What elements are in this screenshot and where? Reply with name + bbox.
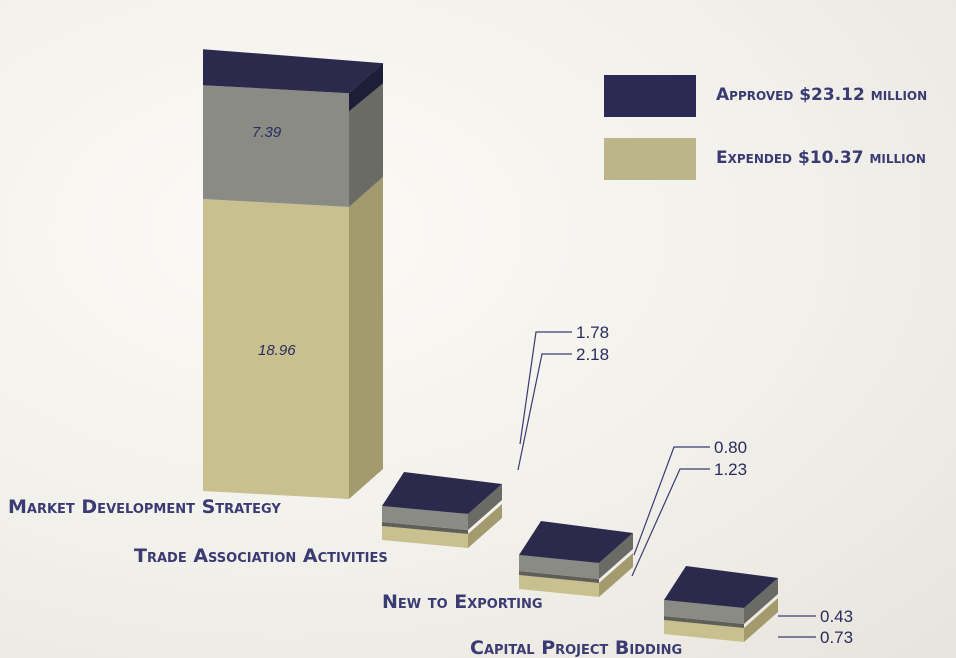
bar-band-trade-association-activities <box>382 522 468 534</box>
bar-expended-side-new-to-exporting <box>599 553 633 597</box>
bar-expended-front-capital-project-bidding <box>664 620 744 642</box>
bar-top-new-to-exporting <box>519 521 633 563</box>
bar-top-side-market-development-strategy <box>349 63 383 112</box>
bar-expended-front-market-development-strategy <box>203 199 349 500</box>
leader-line-expended-new-to-exporting <box>633 446 710 556</box>
bar-expended-front-new-to-exporting <box>519 575 599 597</box>
value-label-approved-capital-project-bidding: 0.73 <box>820 628 853 647</box>
legend-label-approved: Approved $23.12 million <box>716 85 928 105</box>
category-label-market-development-strategy: Market Development Strategy <box>8 496 281 518</box>
bar-top-market-development-strategy <box>203 49 383 94</box>
bar-expended-front-trade-association-activities <box>382 526 468 548</box>
bar-band-new-to-exporting <box>519 571 599 583</box>
value-label-approved-new-to-exporting: 1.23 <box>714 460 747 479</box>
legend-swatch-approved <box>604 75 696 117</box>
value-label-expended-market-development-strategy: 7.39 <box>252 124 282 141</box>
bar-approved-side-new-to-exporting <box>599 533 633 579</box>
bar-approved-front-market-development-strategy <box>203 85 349 208</box>
leader-line-approved-trade-association-activities <box>517 353 572 471</box>
leader-line-expended-trade-association-activities <box>519 331 572 445</box>
value-label-approved-trade-association-activities: 2.18 <box>576 345 609 364</box>
value-label-expended-trade-association-activities: 1.78 <box>576 323 609 342</box>
bar-expended-side-trade-association-activities <box>468 504 502 548</box>
bar-approved-side-trade-association-activities <box>468 484 502 530</box>
bar-expended-side-market-development-strategy <box>349 177 383 500</box>
bar-approved-side-capital-project-bidding <box>744 578 778 624</box>
value-label-expended-capital-project-bidding: 0.43 <box>820 607 853 626</box>
leader-line-approved-new-to-exporting <box>631 468 710 577</box>
category-label-new-to-exporting: New to Exporting <box>382 591 543 613</box>
value-label-approved-market-development-strategy: 18.96 <box>258 342 296 359</box>
value-label-expended-new-to-exporting: 0.80 <box>714 438 747 457</box>
legend-label-expended: Expended $10.37 million <box>716 148 926 168</box>
bar-band-capital-project-bidding <box>664 616 744 628</box>
bar-top-trade-association-activities <box>382 472 502 514</box>
bar-expended-side-capital-project-bidding <box>744 598 778 642</box>
bar-top-capital-project-bidding <box>664 566 778 608</box>
category-label-trade-association-activities: Trade Association Activities <box>134 545 388 567</box>
legend-swatch-expended <box>604 138 696 180</box>
category-label-capital-project-bidding: Capital Project Bidding <box>470 637 682 658</box>
